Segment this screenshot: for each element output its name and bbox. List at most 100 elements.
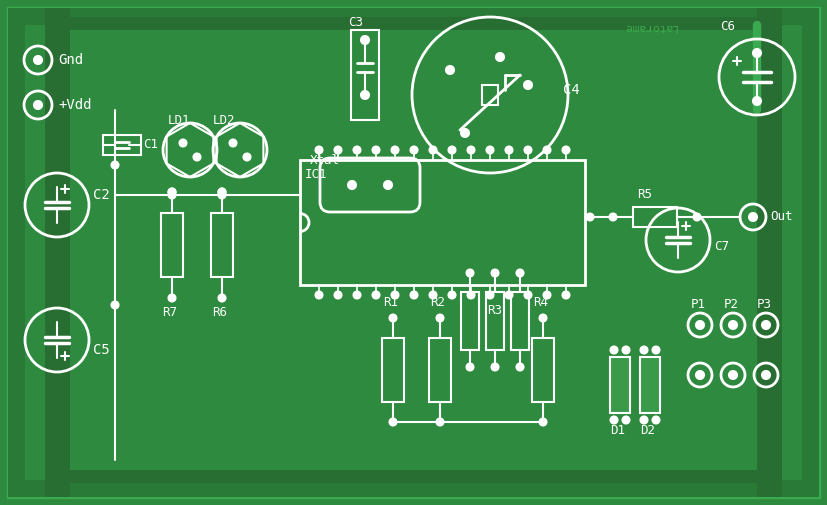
Circle shape [353,146,361,154]
Circle shape [486,291,494,298]
Circle shape [34,101,42,109]
Text: C4: C4 [563,83,580,97]
Bar [45,8,70,497]
Bar [482,85,498,105]
Text: Latorame: Latorame [623,22,677,32]
Circle shape [562,146,570,154]
Circle shape [169,191,175,198]
Circle shape [753,49,761,57]
Circle shape [486,146,494,154]
Circle shape [505,291,513,298]
Circle shape [505,146,513,154]
Circle shape [696,321,704,329]
Bar [161,213,183,277]
Bar [8,480,819,497]
Bar [461,292,479,350]
Circle shape [34,56,42,64]
Text: R6: R6 [212,307,227,320]
Bar [486,292,504,350]
Circle shape [243,154,251,161]
Circle shape [762,371,770,379]
Circle shape [539,315,547,322]
Text: +Vdd: +Vdd [58,98,92,112]
Text: Gnd: Gnd [58,53,84,67]
Text: P1: P1 [691,298,706,312]
Text: C3: C3 [348,16,363,28]
Text: Xtal: Xtal [310,154,340,167]
Circle shape [437,419,443,426]
Circle shape [517,270,523,277]
Text: D1: D1 [610,424,625,436]
Bar [103,135,141,155]
Circle shape [446,66,454,74]
Circle shape [729,321,737,329]
Circle shape [539,419,547,426]
Circle shape [610,417,618,424]
Circle shape [372,291,380,298]
Circle shape [372,146,380,154]
Text: R1: R1 [383,295,398,309]
Bar [45,470,782,483]
Circle shape [610,346,618,353]
Text: LD1: LD1 [168,114,190,126]
Circle shape [112,301,118,309]
Circle shape [467,146,475,154]
Circle shape [653,346,659,353]
Circle shape [429,146,437,154]
Circle shape [623,346,629,353]
Circle shape [467,291,475,298]
Circle shape [623,417,629,424]
Bar [351,30,379,120]
Circle shape [315,291,323,298]
Circle shape [729,371,737,379]
Bar [640,357,660,413]
Circle shape [653,417,659,424]
Bar [211,213,233,277]
Circle shape [696,371,704,379]
Circle shape [218,191,226,198]
Circle shape [437,315,443,322]
Circle shape [609,214,616,221]
Circle shape [390,315,396,322]
Text: P3: P3 [757,298,772,312]
Circle shape [640,346,648,353]
Circle shape [315,146,323,154]
Bar [429,338,451,402]
Text: C7: C7 [714,240,729,254]
Bar [633,207,677,227]
Circle shape [466,364,474,371]
Circle shape [410,146,418,154]
Bar [382,338,404,402]
Text: IC1: IC1 [305,168,327,180]
Circle shape [466,270,474,277]
Circle shape [410,291,418,298]
Text: R5: R5 [637,188,652,201]
Bar [511,292,529,350]
Bar [757,8,782,497]
Text: R2: R2 [430,295,445,309]
Text: C2: C2 [93,188,110,202]
Circle shape [169,294,175,301]
Circle shape [334,146,342,154]
Circle shape [491,364,499,371]
Circle shape [194,154,200,161]
Bar [8,8,819,25]
Circle shape [384,181,392,189]
Circle shape [762,321,770,329]
Circle shape [112,162,118,169]
Circle shape [334,291,342,298]
Circle shape [391,291,399,298]
Circle shape [218,188,226,195]
Circle shape [517,364,523,371]
Text: R4: R4 [533,295,548,309]
Circle shape [496,53,504,61]
Text: C5: C5 [93,343,110,357]
Text: P2: P2 [724,298,739,312]
Bar [45,17,782,30]
Circle shape [543,291,551,298]
Text: LD2: LD2 [213,114,236,126]
Circle shape [218,294,226,301]
Circle shape [348,181,356,189]
Circle shape [230,139,237,146]
Circle shape [390,419,396,426]
